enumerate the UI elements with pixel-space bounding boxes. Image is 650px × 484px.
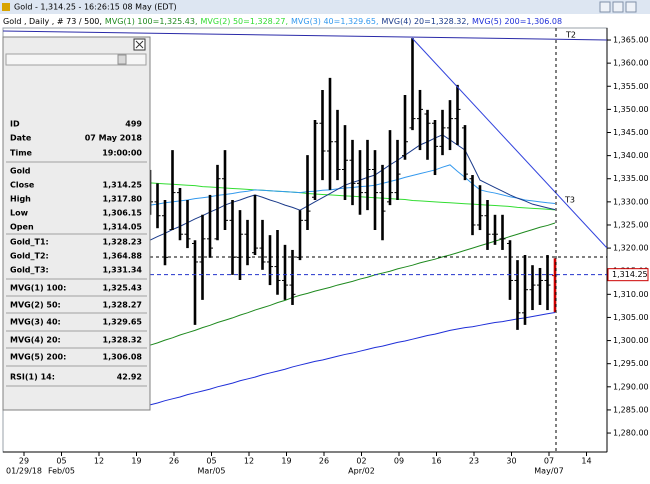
panel-value: 1,314.25 bbox=[103, 181, 143, 190]
x-tick-label: 12 bbox=[244, 457, 254, 466]
panel-label: MVG(4) 20: bbox=[10, 336, 61, 345]
panel-value: 1,314.05 bbox=[103, 223, 143, 232]
x-tick-label: 02 bbox=[356, 457, 366, 466]
panel-label: MVG(2) 50: bbox=[10, 301, 61, 310]
x-tick-label: 26 bbox=[319, 457, 329, 466]
panel-label: Open bbox=[10, 223, 34, 232]
panel-scrollbar[interactable] bbox=[5, 53, 147, 66]
x-tick-label: 29 bbox=[19, 457, 29, 466]
trendline-t2 bbox=[2, 30, 608, 41]
app-icon bbox=[2, 3, 10, 11]
panel-label: MVG(1) 100: bbox=[10, 284, 66, 293]
info-panel: ID 499 Date 07 May 2018 Time 19:00:00 Gold Clos… bbox=[2, 36, 151, 411]
price-box bbox=[607, 268, 649, 282]
x-month-label: Feb/05 bbox=[48, 467, 75, 476]
plot bbox=[147, 38, 558, 406]
legend-entry: MVG(4) 20=1,328.32, bbox=[382, 17, 470, 26]
panel-value: 42.92 bbox=[117, 373, 142, 382]
x-tick-label: 12 bbox=[94, 457, 104, 466]
panel-label: Gold_T2: bbox=[10, 252, 49, 261]
y-tick-label: 1,330.00 bbox=[613, 197, 649, 206]
x-tick-label: 09 bbox=[394, 457, 404, 466]
y-tick-label: 1,325.00 bbox=[613, 220, 649, 229]
y-tick-label: 1,280.00 bbox=[613, 429, 649, 438]
trendline-t1 bbox=[411, 37, 608, 249]
legend-entry: MVG(1) 100=1,325.43, bbox=[105, 17, 198, 26]
legend-bar bbox=[0, 14, 650, 27]
panel-value: 1,328.27 bbox=[103, 301, 142, 310]
price-label: 1,314.25 bbox=[612, 270, 648, 279]
panel-value: 1,331.34 bbox=[103, 266, 143, 275]
panel-value: 07 May 2018 bbox=[85, 134, 143, 143]
panel-label: RSI(1) 14: bbox=[10, 373, 55, 382]
y-tick-label: 1,290.00 bbox=[613, 382, 649, 391]
minimize-button[interactable] bbox=[599, 1, 611, 13]
legend-entry: MVG(2) 50=1,328.27, bbox=[201, 17, 289, 26]
maximize-button[interactable] bbox=[612, 1, 624, 13]
y-tick-label: 1,335.00 bbox=[613, 174, 649, 183]
y-tick-label: 1,365.00 bbox=[613, 36, 649, 45]
y-tick-label: 1,345.00 bbox=[613, 128, 649, 137]
panel-label: Low bbox=[10, 209, 29, 218]
panel-label: ID bbox=[10, 120, 20, 129]
panel-label: MVG(3) 40: bbox=[10, 318, 61, 327]
panel-value: 1,317.80 bbox=[103, 195, 143, 204]
y-tick-label: 1,360.00 bbox=[613, 59, 649, 68]
panel-label: Date bbox=[10, 134, 32, 143]
x-month-label: Mar/05 bbox=[198, 467, 226, 476]
panel-value: 1,306.15 bbox=[103, 209, 143, 218]
y-tick-label: 1,320.00 bbox=[613, 244, 649, 253]
legend: Gold , Daily , # 73 / 500, MVG(1) 100=1,3… bbox=[3, 17, 562, 26]
trendline-label: T2 bbox=[565, 31, 576, 40]
y-tick-label: 1,285.00 bbox=[613, 405, 649, 414]
panel-value: 1,364.88 bbox=[103, 252, 143, 261]
x-tick-label: 30 bbox=[506, 457, 516, 466]
panel-value: 499 bbox=[125, 120, 142, 129]
x-tick-label: 16 bbox=[431, 457, 441, 466]
close-button[interactable] bbox=[625, 1, 637, 13]
x-tick-label: 05 bbox=[206, 457, 216, 466]
panel-value: 1,329.65 bbox=[103, 318, 143, 327]
x-month-label: 01/29/18 bbox=[6, 467, 42, 476]
panel-value: 19:00:00 bbox=[102, 149, 142, 158]
panel-close-icon bbox=[135, 40, 144, 49]
panel-label: Close bbox=[10, 181, 35, 190]
trendline-label: T3 bbox=[564, 196, 575, 205]
panel-label: Gold bbox=[10, 167, 31, 176]
panel-value: 1,328.23 bbox=[103, 238, 142, 247]
panel-value: 1,328.32 bbox=[103, 336, 142, 345]
x-tick-label: 19 bbox=[131, 457, 141, 466]
x-tick-label: 05 bbox=[56, 457, 66, 466]
panel-label: Gold_T3: bbox=[10, 266, 49, 275]
window-title: Gold - 1,314.25 - 16:26:15 08 May (EDT) bbox=[14, 3, 177, 12]
x-month-label: Apr/02 bbox=[348, 467, 375, 476]
y-tick-label: 1,305.00 bbox=[613, 313, 649, 322]
x-month-label: May/07 bbox=[534, 467, 563, 476]
y-tick-label: 1,300.00 bbox=[613, 336, 649, 345]
y-tick-label: 1,295.00 bbox=[613, 359, 649, 368]
y-tick-label: 1,310.00 bbox=[613, 290, 649, 299]
legend-entry: MVG(3) 40=1,329.65, bbox=[291, 17, 379, 26]
y-tick-label: 1,340.00 bbox=[613, 151, 649, 160]
x-tick-label: 07 bbox=[544, 457, 554, 466]
title-bar bbox=[0, 0, 650, 14]
legend-entry: MVG(5) 200=1,306.08 bbox=[472, 17, 562, 26]
y-tick-label: 1,355.00 bbox=[613, 82, 649, 91]
y-tick-label: 1,350.00 bbox=[613, 105, 649, 114]
ma-line bbox=[149, 311, 556, 406]
panel-label: High bbox=[10, 195, 31, 204]
panel-value: 1,306.08 bbox=[103, 353, 143, 362]
panel-label: Gold_T1: bbox=[10, 238, 49, 247]
x-tick-label: 14 bbox=[581, 457, 591, 466]
panel-value: 1,325.43 bbox=[103, 284, 142, 293]
x-tick-label: 26 bbox=[169, 457, 179, 466]
legend-prefix: Gold , Daily , # 73 / 500, bbox=[3, 17, 102, 26]
panel-label: MVG(5) 200: bbox=[10, 353, 66, 362]
panel-label: Time bbox=[10, 149, 33, 158]
panel-scroll-thumb[interactable] bbox=[117, 54, 127, 65]
x-tick-label: 19 bbox=[281, 457, 291, 466]
x-tick-label: 23 bbox=[469, 457, 479, 466]
